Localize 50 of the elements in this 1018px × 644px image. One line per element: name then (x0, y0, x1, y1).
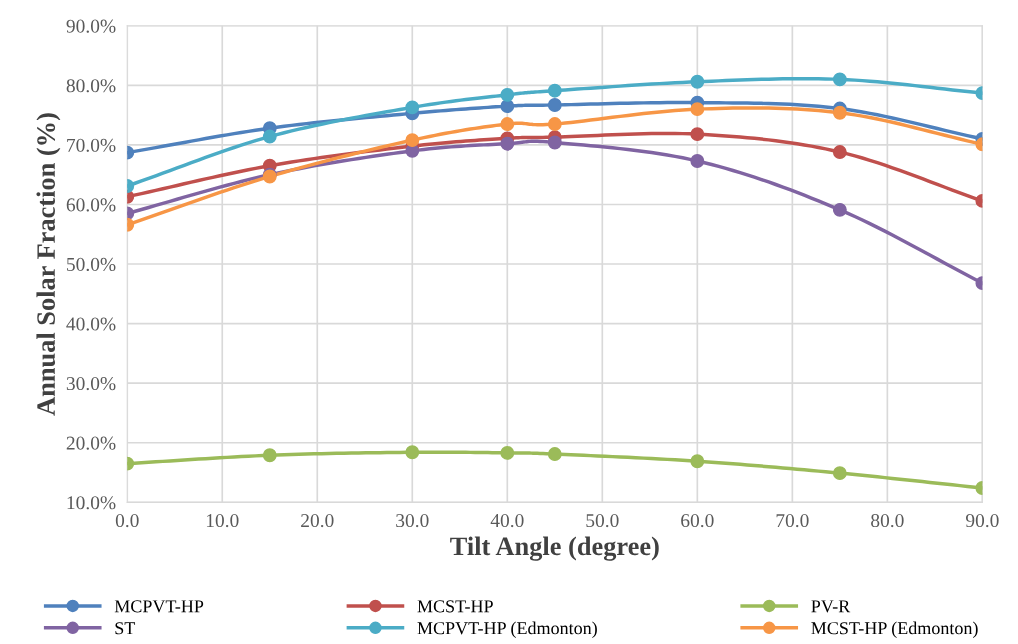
point (405, 133, 420, 148)
y-tick-label: 50.0% (67, 257, 116, 272)
x-tick-label: 80.0 (871, 513, 904, 528)
y-tick-label: 20.0% (66, 436, 116, 450)
y-axis-title: Annual Solar Fraction (%) (36, 113, 61, 416)
point (500, 87, 515, 102)
x-tick-label: 50.0 (586, 513, 619, 528)
point (832, 466, 847, 481)
y-tick-label: 90.0% (66, 19, 116, 33)
point (405, 445, 420, 460)
x-tick-label: 40.0 (490, 513, 524, 528)
point (405, 100, 420, 115)
legend-label: MCPVT-HP (114, 600, 204, 613)
point (832, 72, 847, 87)
y-tick-label: 80.0% (66, 79, 116, 93)
point (500, 136, 515, 151)
legend-label: MCST-HP (417, 600, 493, 613)
x-tick-label: 90.0 (965, 513, 999, 528)
x-tick-label: 30.0 (396, 513, 429, 528)
y-tick-label: 70.0% (67, 138, 116, 152)
point (500, 445, 515, 460)
legend-label: PV-R (811, 600, 851, 613)
point (690, 102, 705, 117)
point (690, 127, 705, 142)
legend-label: MCST-HP (Edmonton) (811, 621, 978, 638)
legend-label: ST (115, 622, 136, 635)
point (832, 105, 847, 120)
x-axis-title: Tilt Angle (degree) (450, 536, 659, 561)
point (547, 135, 562, 150)
x-tick-label: 60.0 (681, 513, 714, 528)
point (690, 454, 705, 469)
y-tick-label: 40.0% (66, 317, 116, 331)
point (832, 202, 847, 217)
legend-label: MCPVT-HP (Edmonton) (417, 621, 597, 638)
point (690, 154, 705, 168)
x-tick-label: 20.0 (301, 513, 334, 528)
point (547, 447, 562, 462)
point (547, 83, 562, 98)
y-tick-label: 30.0% (66, 377, 116, 391)
x-tick-label: 0.0 (115, 513, 139, 528)
y-tick-label: 10.0% (67, 496, 116, 510)
point (547, 98, 562, 112)
x-tick-label: 10.0 (206, 513, 239, 528)
point (547, 117, 562, 131)
y-tick-label: 60.0% (66, 198, 116, 212)
point (500, 117, 515, 131)
point (500, 99, 515, 114)
point (690, 74, 705, 89)
point (832, 145, 847, 159)
x-tick-label: 70.0 (776, 513, 809, 528)
